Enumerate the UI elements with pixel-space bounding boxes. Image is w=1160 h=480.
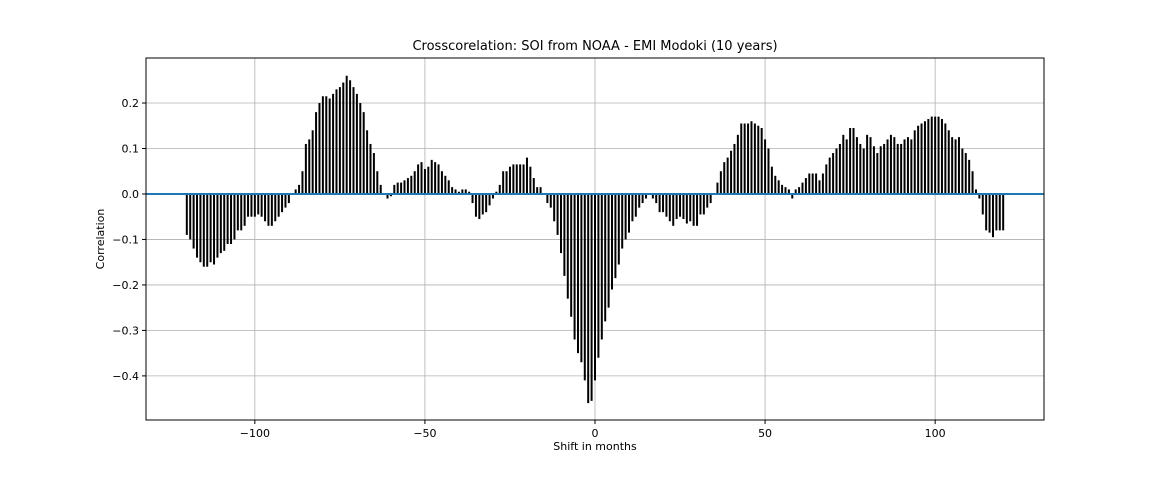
- y-tick-label: 0.2: [122, 97, 140, 110]
- x-tick-label: 0: [592, 427, 599, 440]
- x-tick-label: 50: [758, 427, 772, 440]
- x-tick-label: −100: [240, 427, 270, 440]
- x-axis-label: Shift in months: [553, 440, 637, 453]
- y-tick-label: −0.3: [112, 324, 139, 337]
- y-tick-label: −0.2: [112, 279, 139, 292]
- y-tick-label: 0.1: [122, 143, 140, 156]
- x-tick-label: 100: [925, 427, 946, 440]
- chart-title: Crosscorelation: SOI from NOAA - EMI Mod…: [412, 39, 777, 54]
- y-axis-label: Correlation: [94, 209, 107, 270]
- x-tick-label: −50: [413, 427, 436, 440]
- plot-frame: [145, 57, 1045, 421]
- y-tick-label: −0.4: [112, 370, 139, 383]
- y-tick-label: 0.0: [122, 188, 140, 201]
- y-tick-label: −0.1: [112, 233, 139, 246]
